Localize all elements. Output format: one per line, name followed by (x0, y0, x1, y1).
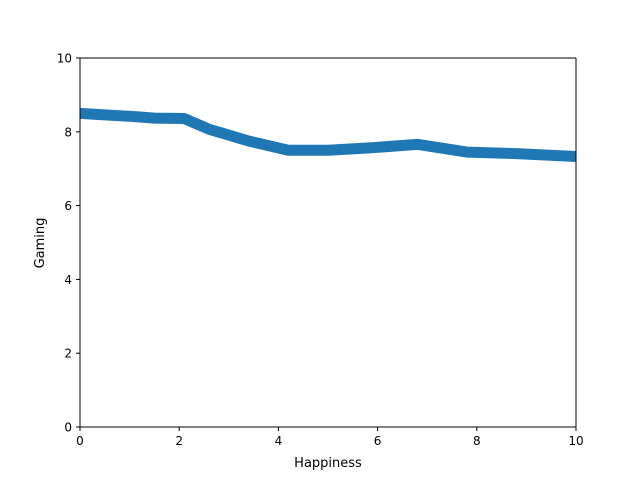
x-tick-label: 6 (374, 434, 382, 448)
series-line-0 (80, 107, 576, 163)
y-tick-label: 10 (57, 52, 72, 66)
axes (79, 57, 577, 428)
series-layer (80, 107, 576, 163)
x-axis-label: Happiness (294, 456, 362, 471)
x-tick-label: 4 (275, 434, 283, 448)
x-tick-label: 8 (473, 434, 481, 448)
ticks: 0 2 4 6 8 10 0 2 4 6 8 10 (57, 52, 584, 449)
x-tick-label: 2 (175, 434, 183, 448)
y-tick-label: 2 (64, 347, 72, 361)
y-tick-label: 0 (64, 421, 72, 435)
x-tick-label: 0 (76, 434, 84, 448)
y-tick-label: 8 (64, 125, 72, 139)
y-tick-label: 4 (64, 273, 72, 287)
y-axis-label: Gaming (33, 218, 48, 269)
x-tick-label: 10 (568, 434, 583, 448)
y-tick-label: 6 (64, 199, 72, 213)
